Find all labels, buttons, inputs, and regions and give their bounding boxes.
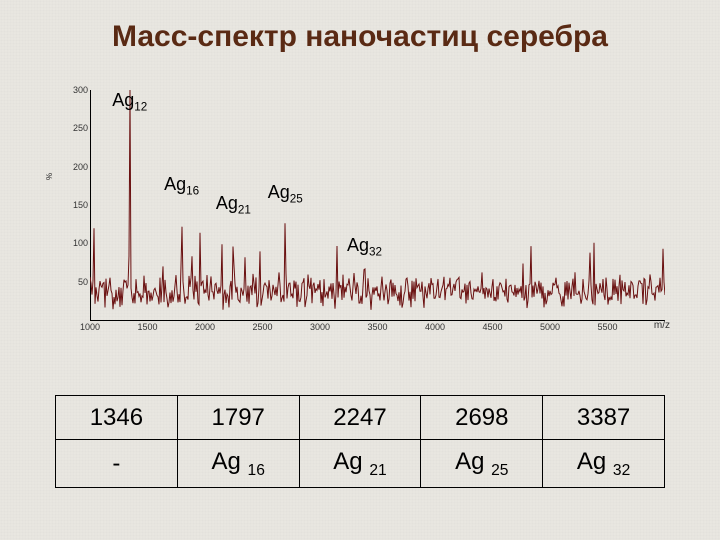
peak-label-base: Ag xyxy=(347,235,369,255)
cell-base: Ag xyxy=(455,448,491,475)
peak-label-base: Ag xyxy=(216,193,238,213)
cell-base: Ag xyxy=(212,448,248,475)
x-tick: 4500 xyxy=(482,322,502,332)
y-axis: 50100150200250300 xyxy=(50,90,90,320)
slide: Масс-спектр наночастиц серебра % 5010015… xyxy=(0,0,720,540)
chart-plot-area xyxy=(90,90,665,320)
peaks-table-body: 13461797224726983387-Ag 16Ag 21Ag 25Ag 3… xyxy=(56,396,665,488)
x-axis-line xyxy=(90,320,665,321)
x-tick: 1000 xyxy=(80,322,100,332)
peak-label-base: Ag xyxy=(268,182,290,202)
x-axis-label: m/z xyxy=(654,320,670,331)
peak-label: Ag25 xyxy=(268,182,303,206)
table-cell: 2247 xyxy=(299,396,421,440)
x-tick: 5000 xyxy=(540,322,560,332)
table-cell: 1797 xyxy=(177,396,299,440)
cell-sub: 21 xyxy=(369,462,386,479)
table-cell: Ag 21 xyxy=(299,440,421,488)
cell-base: Ag xyxy=(577,448,613,475)
peak-label-base: Ag xyxy=(164,174,186,194)
peak-label: Ag21 xyxy=(216,193,251,217)
cell-sub: 16 xyxy=(248,462,265,479)
peak-label-sub: 12 xyxy=(134,101,147,114)
table-cell: - xyxy=(56,440,178,488)
table-cell: Ag 25 xyxy=(421,440,543,488)
cell-sub: 32 xyxy=(613,462,630,479)
y-tick: 250 xyxy=(73,123,88,133)
table-row: -Ag 16Ag 21Ag 25Ag 32 xyxy=(56,440,665,488)
peak-label-sub: 32 xyxy=(369,245,382,258)
table-cell: Ag 16 xyxy=(177,440,299,488)
table-cell: 3387 xyxy=(543,396,665,440)
x-tick: 1500 xyxy=(137,322,157,332)
spectrum-svg xyxy=(90,90,665,320)
peak-label: Ag32 xyxy=(347,235,382,259)
x-tick: 2000 xyxy=(195,322,215,332)
cell-sub: 25 xyxy=(491,462,508,479)
table-row: 13461797224726983387 xyxy=(56,396,665,440)
peak-label-sub: 21 xyxy=(238,204,251,217)
y-tick: 200 xyxy=(73,162,88,172)
y-tick: 150 xyxy=(73,200,88,210)
peaks-table: 13461797224726983387-Ag 16Ag 21Ag 25Ag 3… xyxy=(55,395,665,488)
x-tick: 3000 xyxy=(310,322,330,332)
spectrum-chart: % 50100150200250300 m/z 1000150020002500… xyxy=(50,90,670,340)
y-tick: 300 xyxy=(73,85,88,95)
x-tick: 5500 xyxy=(597,322,617,332)
y-tick: 100 xyxy=(73,238,88,248)
cell-base: Ag xyxy=(333,448,369,475)
slide-title: Масс-спектр наночастиц серебра xyxy=(0,20,720,54)
x-tick: 2500 xyxy=(252,322,272,332)
peak-label: Ag12 xyxy=(112,90,147,114)
y-tick: 50 xyxy=(78,277,88,287)
x-tick: 4000 xyxy=(425,322,445,332)
peak-label-sub: 25 xyxy=(290,192,303,205)
peak-label-base: Ag xyxy=(112,90,134,110)
peak-label-sub: 16 xyxy=(186,184,199,197)
table-cell: 1346 xyxy=(56,396,178,440)
table-cell: 2698 xyxy=(421,396,543,440)
table-cell: Ag 32 xyxy=(543,440,665,488)
peak-label: Ag16 xyxy=(164,174,199,198)
spectrum-line xyxy=(90,90,665,310)
x-tick: 3500 xyxy=(367,322,387,332)
